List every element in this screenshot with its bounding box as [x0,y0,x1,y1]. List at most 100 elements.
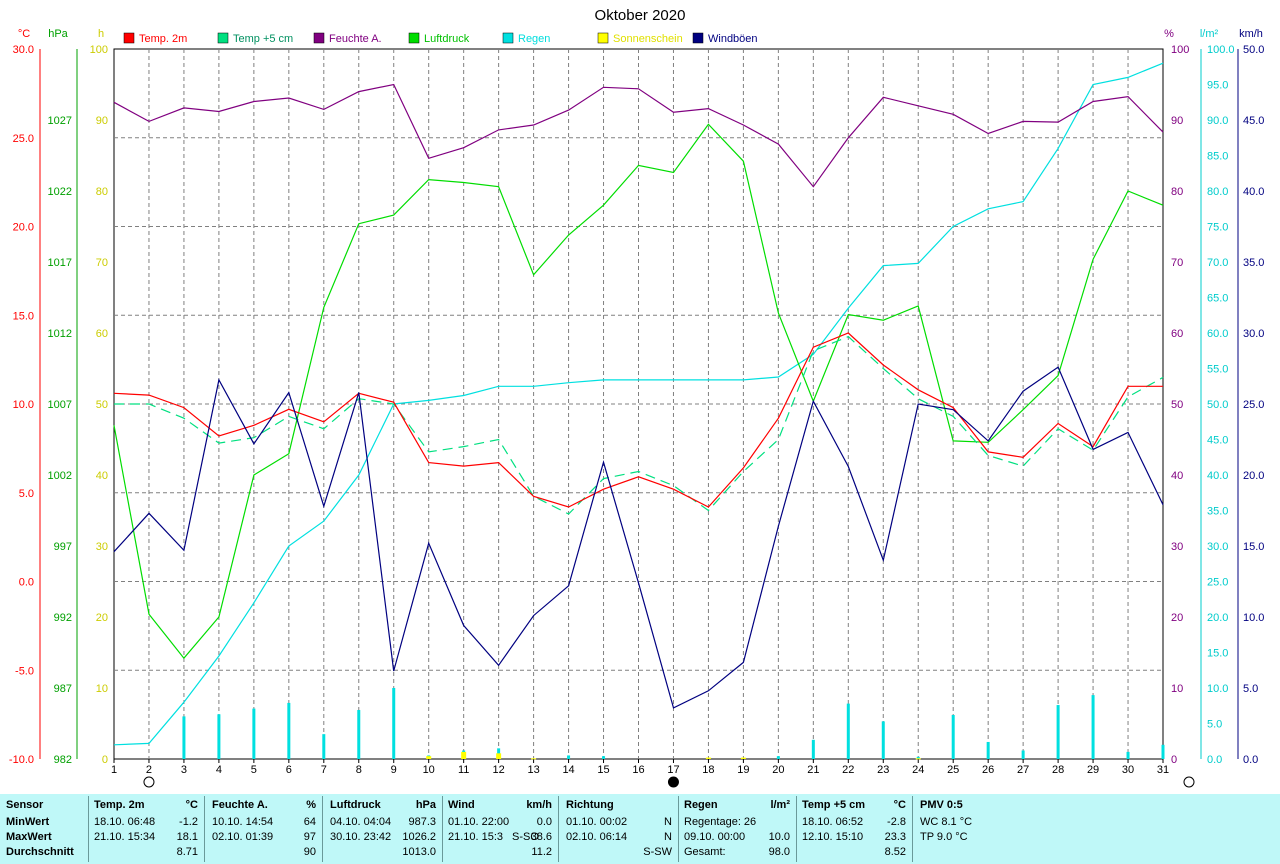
direction-max-time: 02.10. 06:14 [566,831,628,843]
wind-avg-value: 11.2 [531,846,552,858]
pressure-avg-value: 1013.0 [402,846,436,858]
pmv-title: PMV 0:5 [920,799,963,811]
series-line-regen [113,62,1164,746]
humidity-min-time: 10.10. 14:54 [212,816,274,828]
tick-humidity: 90 [1171,115,1183,127]
x-tick-label: 1 [111,764,117,776]
tick-rain: 35.0 [1207,506,1228,518]
tick-wind: 25.0 [1243,399,1264,411]
direction-max-value: N [664,831,672,843]
tick-rain: 25.0 [1207,577,1228,589]
tick-humidity: 80 [1171,186,1183,198]
rain-bar [1161,744,1165,759]
series-line-temp-5-cm [114,335,1164,515]
temp5cm-unit: °C [893,799,906,811]
tick-wind: 20.0 [1243,470,1264,482]
tick-wind: 45.0 [1243,115,1264,127]
sunshine-bar [531,758,537,760]
x-tick-label: 14 [562,764,574,776]
tick-wind: 0.0 [1243,754,1258,766]
tick-rain: 55.0 [1207,364,1228,376]
tick-rain: 90.0 [1207,115,1228,127]
wind-min-value: 0.0 [536,816,552,828]
sunshine-bar [915,758,921,760]
x-tick-label: 17 [667,764,679,776]
x-tick-label: 22 [842,764,854,776]
tick-pressure: 982 [54,754,72,766]
legend-label-1: Temp. 2m [139,33,187,45]
sunshine-bar [740,757,746,759]
tick-humidity: 70 [1171,257,1183,269]
sunshine-bar [426,756,432,759]
x-tick-label: 19 [737,764,749,776]
series-line-luftdruck [113,123,1164,660]
sensor-title: Sensor [6,799,44,811]
left-axes: 30.0 25.0 20.0 15.0 10.0 5.0 0.0 -5.0 -10.0 1027 1… [9,44,108,766]
unit-label-wind: km/h [1239,28,1263,40]
tick-humidity: 40 [1171,470,1183,482]
tick-sun-hours: 10 [96,683,108,695]
x-tick-label: 27 [1017,764,1029,776]
wind-max-direction: S-SO [512,831,539,843]
tick-rain: 70.0 [1207,257,1228,269]
moon-phases [143,776,1195,788]
humidity-min-value: 64 [303,816,316,828]
pressure-unit: hPa [415,799,436,811]
rain-bar [881,721,885,759]
x-tick-label: 5 [251,764,257,776]
rain-max-value: 10.0 [768,831,790,843]
moon-new-icon [667,776,679,788]
direction-avg-value: S-SW [643,846,672,858]
tick-pressure: 1017 [48,257,72,269]
tick-wind: 5.0 [1243,683,1258,695]
x-tick-label: 8 [356,764,362,776]
x-tick-label: 20 [772,764,784,776]
tick-rain: 0.0 [1207,754,1222,766]
x-tick-label: 7 [321,764,327,776]
x-tick-label: 29 [1087,764,1099,776]
tick-rain: 80.0 [1207,186,1228,198]
x-tick-label: 28 [1052,764,1064,776]
tick-sun-hours: 20 [96,612,108,624]
temp2m-unit: °C [185,799,198,811]
humidity-max-value: 97 [303,831,316,843]
tick-sun-hours: 30 [96,541,108,553]
legend-swatch-5 [502,32,514,44]
tick-temp: -5.0 [15,665,34,677]
tick-humidity: 0 [1171,754,1177,766]
rain-bar [1056,705,1060,759]
tick-wind: 40.0 [1243,186,1264,198]
direction-block: Richtung 01.10. 00:02 N 02.10. 06:14 N S-S… [566,794,676,864]
x-tick-label: 6 [286,764,292,776]
tick-rain: 40.0 [1207,470,1228,482]
wind-max-value: 38.6 [530,831,552,843]
tick-humidity: 10 [1171,683,1183,695]
x-tick-label: 2 [146,764,152,776]
temp5cm-max-time: 12.10. 15:10 [802,831,864,843]
temp2m-title: Temp. 2m [94,799,145,811]
rain-bar [986,741,990,759]
moon-full-icon [143,776,155,788]
wind-unit: km/h [526,799,552,811]
bar-series [182,688,1165,760]
rain-bar [252,708,256,759]
tick-pressure: 1022 [48,186,72,198]
x-tick-label: 31 [1157,764,1169,776]
rain-bar [287,702,291,759]
x-tick-label: 11 [458,764,469,776]
pmv-block: PMV 0:5 WC 8.1 °C TP 9.0 °C [920,794,1020,864]
tick-rain: 50.0 [1207,399,1228,411]
temp2m-max-value: 18.1 [176,831,198,843]
wind-max-time: 21.10. 15:3 [448,831,504,843]
tick-rain: 95.0 [1207,80,1228,92]
tick-humidity: 100 [1171,44,1189,56]
rain-bar [392,688,396,759]
x-tick-label: 16 [632,764,644,776]
x-tick-label: 13 [527,764,539,776]
x-tick-label: 23 [877,764,889,776]
temp2m-min-time: 18.10. 06:48 [94,816,156,828]
legend-swatch-7 [692,32,704,44]
legend-swatch-1 [123,32,135,44]
pressure-min-value: 987.3 [408,816,436,828]
tick-temp: -10.0 [9,754,34,766]
